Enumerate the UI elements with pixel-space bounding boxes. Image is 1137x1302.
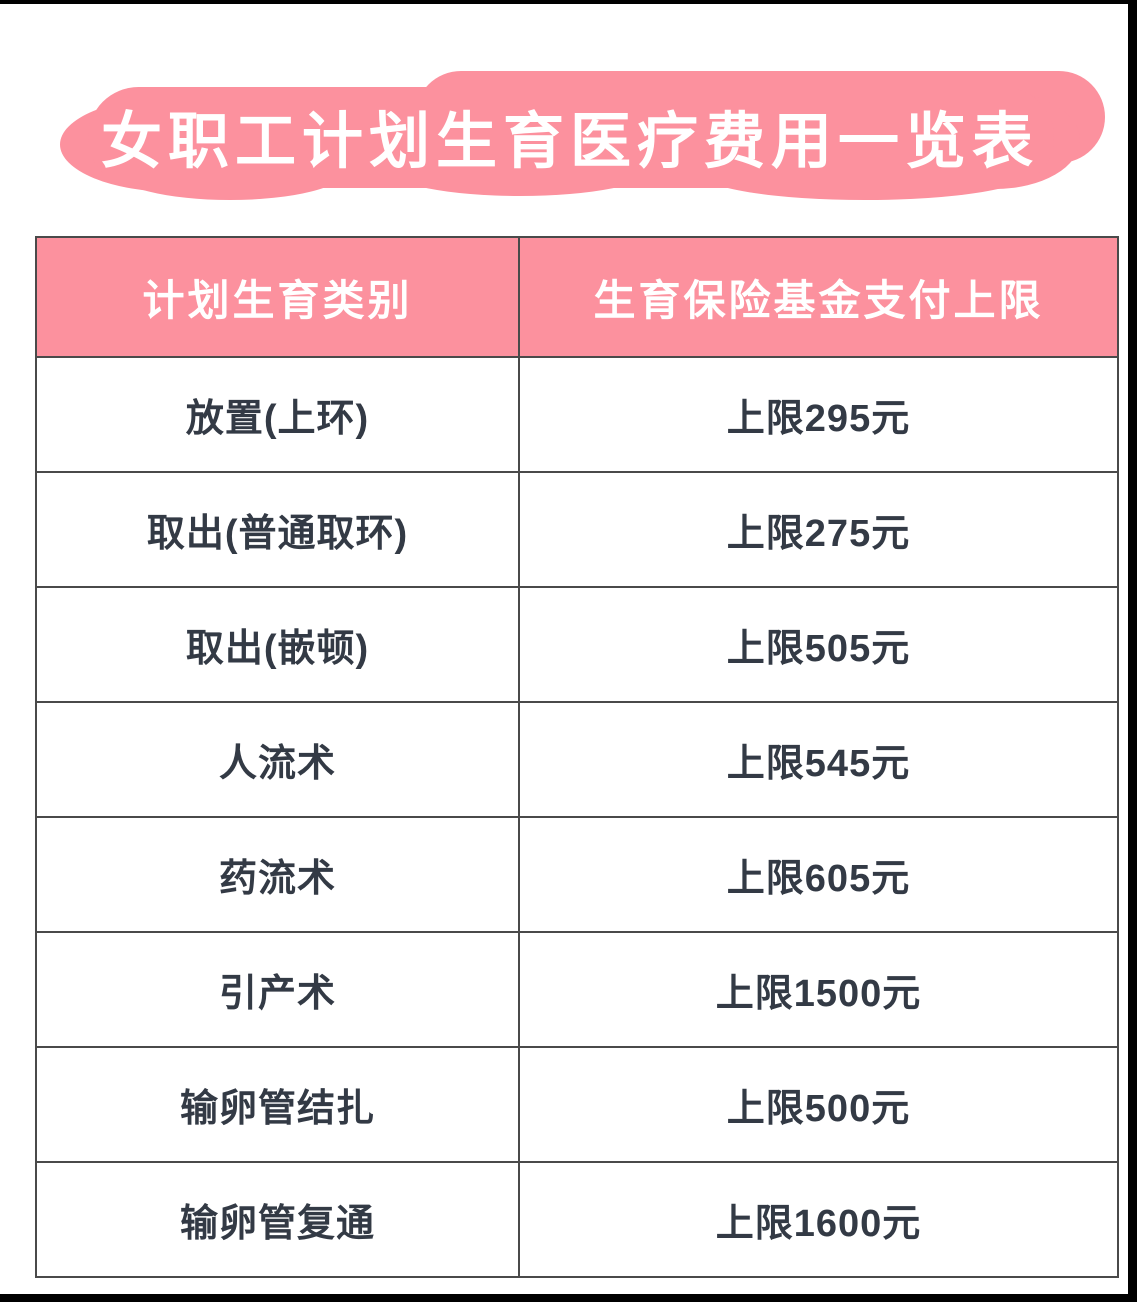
header-cell-category: 计划生育类别 xyxy=(35,236,520,358)
cell-limit: 上限545元 xyxy=(518,701,1119,818)
cell-category: 人流术 xyxy=(35,701,520,818)
table-row: 引产术 上限1500元 xyxy=(35,931,1119,1048)
cell-limit: 上限505元 xyxy=(518,586,1119,703)
cell-limit: 上限275元 xyxy=(518,471,1119,588)
table-header-row: 计划生育类别 生育保险基金支付上限 xyxy=(35,236,1119,358)
cell-category: 取出(普通取环) xyxy=(35,471,520,588)
table-row: 输卵管复通 上限1600元 xyxy=(35,1161,1119,1278)
cell-category: 输卵管结扎 xyxy=(35,1046,520,1163)
cell-limit: 上限1600元 xyxy=(518,1161,1119,1278)
table-row: 取出(普通取环) 上限275元 xyxy=(35,471,1119,588)
cell-limit: 上限1500元 xyxy=(518,931,1119,1048)
cell-limit: 上限295元 xyxy=(518,356,1119,473)
fee-table: 计划生育类别 生育保险基金支付上限 放置(上环) 上限295元 取出(普通取环)… xyxy=(35,236,1119,1278)
table-row: 输卵管结扎 上限500元 xyxy=(35,1046,1119,1163)
table-row: 放置(上环) 上限295元 xyxy=(35,356,1119,473)
cell-category: 输卵管复通 xyxy=(35,1161,520,1278)
table-row: 人流术 上限545元 xyxy=(35,701,1119,818)
title-banner: 女职工计划生育医疗费用一览表 xyxy=(60,71,1105,200)
cell-limit: 上限605元 xyxy=(518,816,1119,933)
cell-category: 取出(嵌顿) xyxy=(35,586,520,703)
cell-limit: 上限500元 xyxy=(518,1046,1119,1163)
cell-category: 药流术 xyxy=(35,816,520,933)
banner-blob-shape xyxy=(88,87,1054,188)
table-row: 取出(嵌顿) 上限505元 xyxy=(35,586,1119,703)
page-title: 女职工计划生育医疗费用一览表 xyxy=(100,107,1039,175)
header-cell-limit: 生育保险基金支付上限 xyxy=(518,236,1119,358)
cell-category: 放置(上环) xyxy=(35,356,520,473)
cell-category: 引产术 xyxy=(35,931,520,1048)
table-row: 药流术 上限605元 xyxy=(35,816,1119,933)
